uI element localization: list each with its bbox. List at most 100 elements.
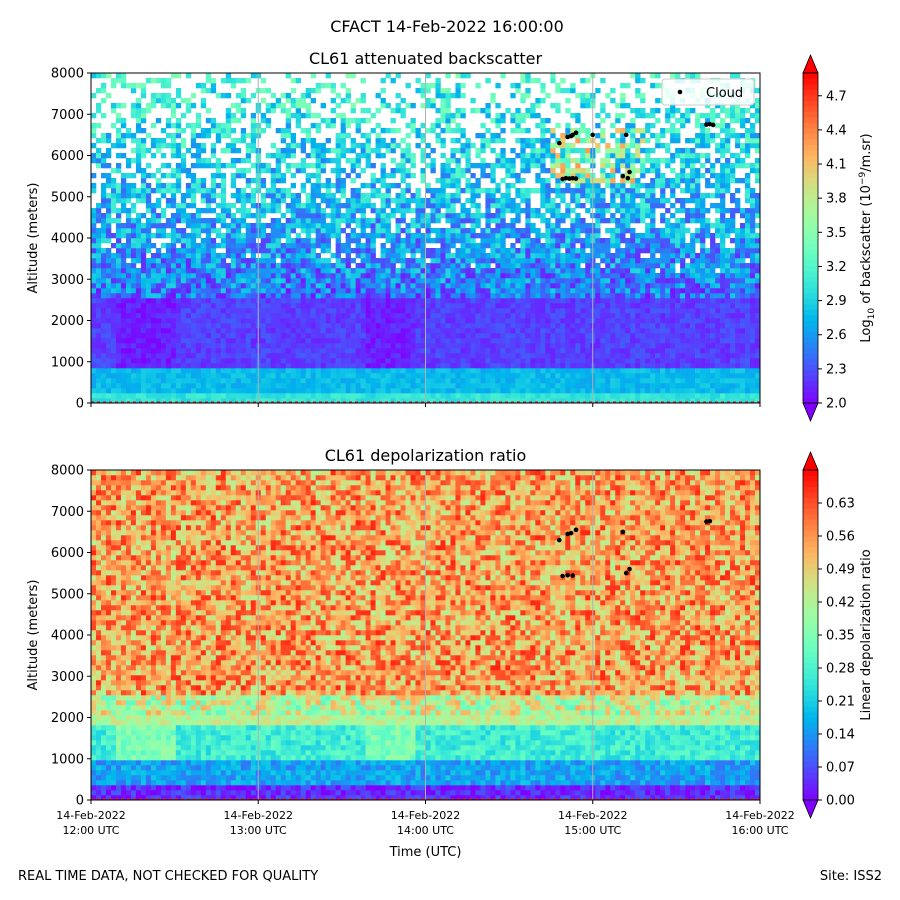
heat-cell — [540, 128, 546, 134]
heat-cell — [205, 338, 212, 344]
heat-cell — [465, 248, 471, 254]
heat-cell — [205, 253, 212, 259]
heat-cell — [570, 148, 576, 154]
heat-cell — [190, 323, 197, 329]
heat-cell — [465, 378, 471, 384]
heat-cell — [120, 353, 127, 359]
heat-cell — [190, 343, 197, 349]
heat-cell — [355, 328, 361, 334]
heat-cell — [400, 298, 406, 304]
heat-cell — [370, 353, 376, 359]
heat-cell — [520, 253, 526, 259]
heat-cell — [390, 253, 396, 259]
heat-cell — [295, 163, 301, 169]
heat-cell — [425, 283, 431, 289]
heat-cell — [495, 303, 501, 309]
heat-cell — [430, 398, 436, 404]
heat-cell — [425, 228, 431, 234]
heat-cell — [375, 288, 381, 294]
heat-cell — [535, 388, 541, 394]
heat-cell — [475, 348, 481, 354]
heat-cell — [525, 333, 531, 339]
heat-cell — [155, 268, 162, 274]
heat-cell — [285, 133, 291, 139]
heat-cell — [525, 258, 531, 264]
heat-cell — [520, 368, 526, 374]
heat-cell — [345, 358, 351, 364]
heat-cell — [260, 118, 267, 124]
heat-cell — [165, 203, 172, 209]
heat-cell — [305, 258, 311, 264]
heat-cell — [240, 353, 247, 359]
heat-cell — [455, 338, 461, 344]
heat-cell — [105, 378, 112, 384]
heat-cell — [140, 143, 147, 149]
heat-cell — [295, 143, 301, 149]
heat-cell — [175, 358, 182, 364]
heat-cell — [355, 293, 361, 299]
heat-cell — [555, 143, 561, 149]
heat-cell — [500, 283, 506, 289]
heat-cell — [555, 228, 561, 234]
heat-cell — [345, 303, 351, 309]
heat-cell — [565, 148, 571, 154]
heat-cell — [265, 223, 272, 229]
heat-cell — [185, 393, 192, 399]
heat-cell — [210, 78, 217, 84]
heat-cell — [460, 73, 466, 79]
heat-cell — [560, 343, 566, 349]
heat-cell — [420, 168, 426, 174]
heat-cell — [385, 233, 391, 239]
heat-cell — [325, 343, 331, 349]
heat-cell — [315, 168, 321, 174]
heat-cell — [320, 158, 326, 164]
heat-cell — [485, 218, 491, 224]
heat-cell — [465, 298, 471, 304]
heat-cell — [275, 298, 282, 304]
heat-cell — [115, 308, 122, 314]
heat-cell — [400, 163, 406, 169]
heat-cell — [505, 293, 511, 299]
heat-cell — [465, 228, 471, 234]
heat-cell — [215, 253, 222, 259]
heat-cell — [520, 73, 526, 79]
heat-cell — [95, 238, 102, 244]
heat-cell — [480, 133, 486, 139]
heat-cell — [285, 153, 291, 159]
heat-cell — [450, 218, 456, 224]
heat-cell — [91, 248, 97, 254]
heat-cell — [510, 338, 516, 344]
heat-cell — [140, 238, 147, 244]
heat-cell — [240, 213, 247, 219]
heat-cell — [230, 298, 237, 304]
heat-cell — [185, 338, 192, 344]
heat-cell — [300, 393, 306, 399]
heat-cell — [495, 283, 501, 289]
heat-cell — [570, 128, 576, 134]
heat-cell — [500, 388, 506, 394]
heat-cell — [555, 323, 561, 329]
heat-cell — [300, 368, 306, 374]
heat-cell — [285, 283, 291, 289]
heat-cell — [245, 323, 252, 329]
heat-cell — [150, 333, 157, 339]
heat-cell — [450, 323, 456, 329]
heat-cell — [130, 263, 137, 269]
heat-cell — [205, 273, 212, 279]
heat-cell — [205, 328, 212, 334]
heat-cell — [520, 323, 526, 329]
heat-cell — [415, 393, 421, 399]
heat-cell — [180, 213, 187, 219]
heat-cell — [200, 378, 207, 384]
heat-cell — [500, 293, 506, 299]
heat-cell — [430, 363, 436, 369]
heat-cell — [315, 283, 321, 289]
heat-cell — [550, 228, 556, 234]
heat-cell — [125, 83, 132, 89]
heat-cell — [510, 163, 516, 169]
heat-cell — [140, 378, 147, 384]
heat-cell — [375, 208, 381, 214]
heat-cell — [485, 143, 491, 149]
heat-cell — [170, 323, 177, 329]
heat-cell — [110, 378, 117, 384]
